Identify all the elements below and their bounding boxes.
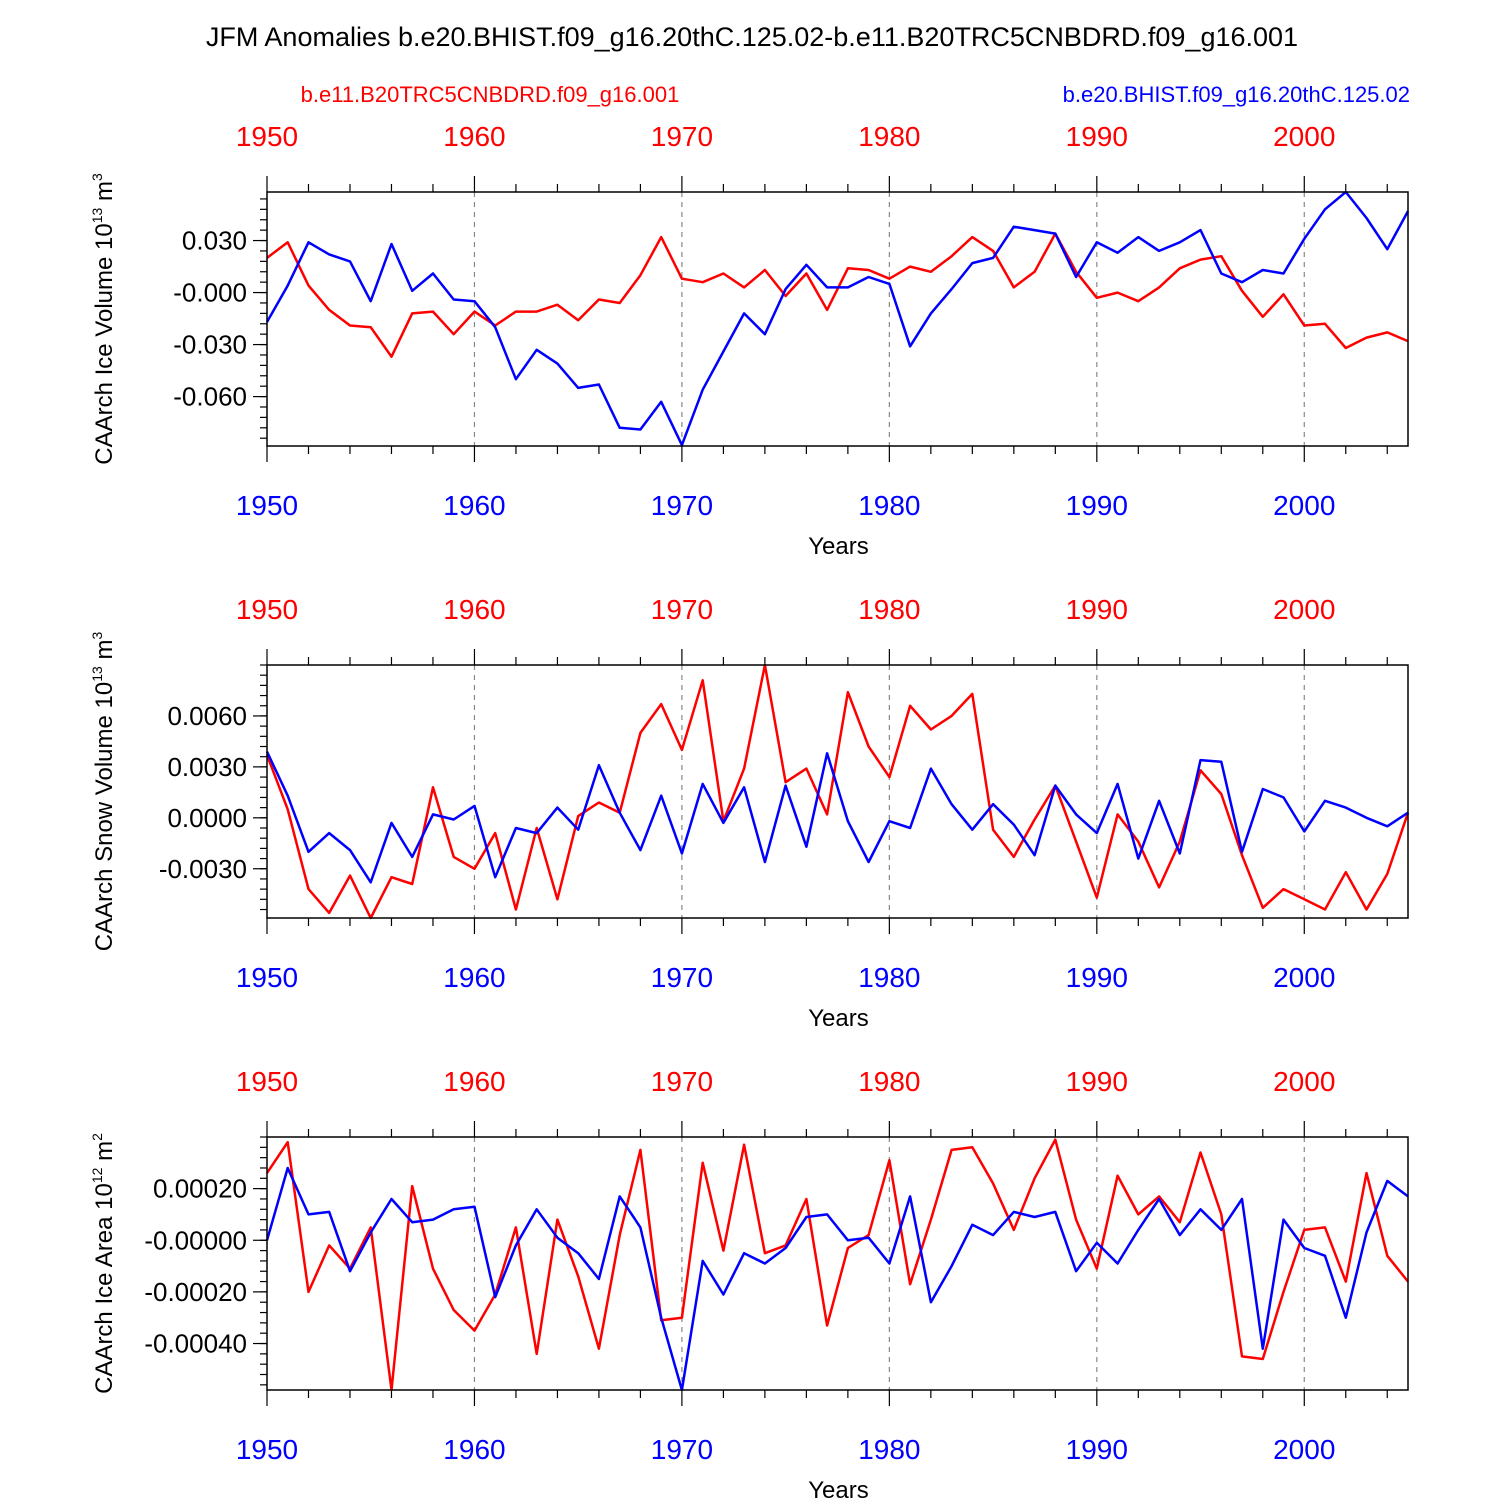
x-tick-label-bottom-1950: 1950	[236, 1434, 298, 1465]
y-axis-label-unit: m	[91, 1141, 118, 1168]
x-tick-label-bottom-1960: 1960	[443, 1434, 505, 1465]
y-tick-label-0: 0.030	[182, 226, 247, 256]
y-tick-label-0: 0.00020	[153, 1174, 247, 1204]
series-line-red	[266, 232, 1409, 358]
y-tick-label-3: -0.00040	[144, 1329, 247, 1359]
x-tick-label-top-1980: 1980	[858, 1066, 920, 1097]
x-tick-label-bottom-1960: 1960	[443, 490, 505, 521]
x-tick-label-bottom-2000: 2000	[1273, 962, 1335, 993]
x-tick-label-bottom-1980: 1980	[858, 490, 920, 521]
x-tick-label-top-1990: 1990	[1066, 594, 1128, 625]
x-tick-label-top-2000: 2000	[1273, 594, 1335, 625]
y-axis-label-main: CAArch Ice Volume 10	[91, 223, 118, 464]
x-tick-label-top-1950: 1950	[236, 594, 298, 625]
x-tick-label-top-1960: 1960	[443, 1066, 505, 1097]
x-tick-label-top-1980: 1980	[858, 594, 920, 625]
plot-frame	[266, 191, 1409, 447]
y-axis-label-exp: 13	[89, 208, 105, 224]
y-axis-label: CAArch Ice Area 1012 m2	[89, 1133, 118, 1394]
y-axis-label-exp: 13	[89, 666, 105, 682]
y-axis-label-exp2: 3	[89, 173, 105, 181]
legend-red-label: b.e11.B20TRC5CNBDRD.f09_g16.001	[301, 82, 680, 107]
legend-blue-label: b.e20.BHIST.f09_g16.20thC.125.02	[1063, 82, 1410, 107]
x-tick-label-bottom-1990: 1990	[1066, 962, 1128, 993]
x-tick-label-bottom-2000: 2000	[1273, 1434, 1335, 1465]
x-tick-label-top-2000: 2000	[1273, 121, 1335, 152]
x-tick-label-top-1950: 1950	[236, 121, 298, 152]
x-tick-label-bottom-1950: 1950	[236, 962, 298, 993]
series-line-red	[265, 663, 1410, 920]
x-tick-label-bottom-1980: 1980	[858, 1434, 920, 1465]
y-tick-label-2: -0.00020	[144, 1277, 247, 1307]
y-tick-label-2: -0.030	[173, 330, 247, 360]
x-tick-label-top-1990: 1990	[1066, 1066, 1128, 1097]
panel-3: 0.00020 -0.00000 -0.00020 -0.00040 1950 1950 1…	[89, 1066, 1409, 1500]
series-line-blue	[265, 190, 1410, 447]
series-line-red	[265, 1138, 1409, 1392]
x-tick-label-top-2000: 2000	[1273, 1066, 1335, 1097]
y-tick-label-2: 0.0000	[167, 803, 247, 833]
panels: 0.030 -0.000 -0.030 -0.060 1950 1950 1960 1960 1…	[89, 121, 1410, 1500]
panel-2: 0.0060 0.0030 0.0000 -0.0030 1950 1950 1960 196…	[89, 594, 1410, 1032]
y-tick-label-1: 0.0030	[167, 752, 247, 782]
y-axis-label-exp2: 3	[89, 632, 105, 640]
x-tick-label-bottom-1970: 1970	[651, 490, 713, 521]
x-tick-label-bottom-1990: 1990	[1066, 490, 1128, 521]
x-tick-label-top-1950: 1950	[236, 1066, 298, 1097]
y-axis-label: CAArch Ice Volume 1013 m3	[89, 173, 118, 465]
x-tick-label-bottom-1960: 1960	[443, 962, 505, 993]
y-axis-label: CAArch Snow Volume 1013 m3	[89, 632, 118, 952]
x-tick-label-bottom-1970: 1970	[651, 962, 713, 993]
x-axis-label: Years	[808, 1477, 869, 1500]
y-axis-label-unit: m	[91, 640, 118, 667]
x-tick-label-top-1980: 1980	[858, 121, 920, 152]
plot-frame	[266, 664, 1409, 919]
x-axis-label: Years	[808, 533, 869, 560]
x-tick-label-top-1970: 1970	[651, 121, 713, 152]
panel-1: 0.030 -0.000 -0.030 -0.060 1950 1950 1960 1960 1…	[89, 121, 1410, 560]
x-tick-label-top-1960: 1960	[443, 594, 505, 625]
x-tick-label-bottom-1970: 1970	[651, 1434, 713, 1465]
series-line-blue	[265, 1166, 1409, 1392]
x-tick-label-top-1970: 1970	[651, 594, 713, 625]
y-tick-label-1: -0.00000	[144, 1225, 247, 1255]
figure-title: JFM Anomalies b.e20.BHIST.f09_g16.20thC.…	[206, 22, 1298, 52]
x-tick-label-bottom-2000: 2000	[1273, 490, 1335, 521]
series-line-blue	[265, 751, 1409, 884]
y-tick-label-0: 0.0060	[167, 701, 247, 731]
y-axis-label-unit: m	[91, 181, 118, 208]
x-tick-label-top-1990: 1990	[1066, 121, 1128, 152]
x-axis-label: Years	[808, 1005, 869, 1032]
plot-frame	[266, 1136, 1409, 1391]
y-axis-label-main: CAArch Snow Volume 10	[91, 682, 118, 951]
x-tick-label-top-1960: 1960	[443, 121, 505, 152]
x-tick-label-bottom-1950: 1950	[236, 490, 298, 521]
x-tick-label-top-1970: 1970	[651, 1066, 713, 1097]
x-tick-label-bottom-1990: 1990	[1066, 1434, 1128, 1465]
y-axis-label-main: CAArch Ice Area 10	[91, 1183, 118, 1394]
y-tick-label-3: -0.0030	[159, 854, 247, 884]
x-tick-label-bottom-1980: 1980	[858, 962, 920, 993]
y-axis-label-exp: 12	[89, 1167, 105, 1183]
y-axis-label-exp2: 2	[89, 1133, 105, 1141]
y-tick-label-1: -0.000	[173, 278, 247, 308]
y-tick-label-3: -0.060	[173, 382, 247, 412]
